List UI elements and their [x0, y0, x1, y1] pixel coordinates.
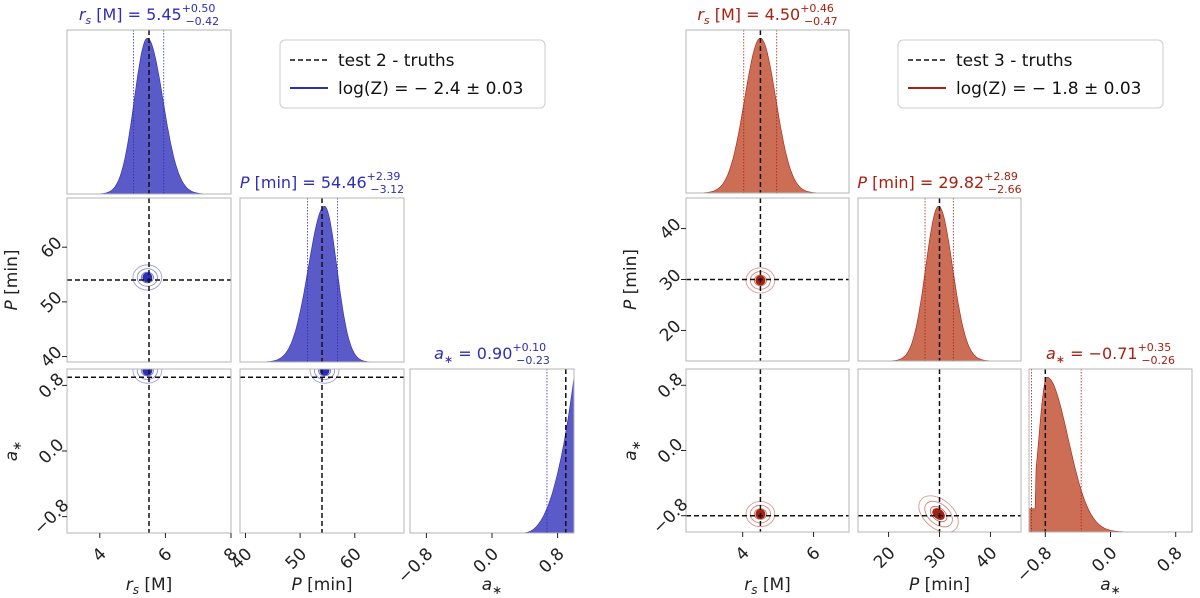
legend-evidence-label: log(Z) = − 2.4 ± 0.03 [338, 79, 523, 99]
panel-frame [239, 197, 405, 363]
panel-a-vs-rs: 4 6rs [M]−0.80.00.8a∗ [621, 368, 850, 597]
x-tick-label-P: 20 [870, 543, 899, 572]
density-contour-2 [924, 500, 953, 528]
panel-a-vs-P: 40 50 60P [min] [227, 368, 405, 595]
x-tick-label-P: 30 [921, 543, 950, 572]
x-tick-label-rs: 4 [89, 544, 111, 566]
x-tick-label-P: 50 [282, 544, 311, 573]
density-contour-1 [309, 369, 340, 384]
density-contour-3 [753, 274, 767, 287]
x-axis-label-rs: rs [M] [744, 575, 791, 597]
panel-P-vs-rs: 20 30 40 P [min] [621, 197, 850, 362]
panel-frame [239, 368, 405, 534]
x-axis-label-rs: rs [M] [126, 575, 173, 597]
y-axis-label-P: P [min] [621, 249, 641, 310]
x-axis-label-P: P [min] [909, 575, 970, 595]
density-contour-2 [136, 369, 158, 380]
panel-a-vs-P: 20 30 40P [min] [857, 368, 1022, 595]
legend-evidence-label: log(Z) = − 1.8 ± 0.03 [956, 79, 1141, 99]
y-axis-label-a: a∗ [2, 441, 24, 461]
y-tick-label-a: 0.0 [654, 435, 687, 468]
density-contour-2 [136, 268, 158, 287]
density-contour-1 [132, 264, 163, 291]
legend-truths-label: test 2 - truths [338, 51, 455, 71]
posterior-title-P: P [min] = 54.46+2.39 −3.12 [240, 170, 404, 196]
y-axis-label-a: a∗ [621, 440, 643, 460]
density-contour-3 [140, 369, 154, 377]
y-tick-label-P: 60 [37, 233, 66, 262]
x-tick-label-rs: 6 [155, 544, 177, 566]
x-axis-label-P: P [min] [292, 575, 353, 595]
posterior-title-a: a∗ = −0.71+0.35 −0.26 [1046, 341, 1175, 367]
density-peak [319, 369, 330, 376]
posterior-title-rs: rs [M] = 4.50+0.46 −0.47 [697, 2, 837, 28]
posterior-title-a: a∗ = 0.90+0.10 −0.23 [434, 341, 550, 367]
density-contour-1 [918, 495, 959, 532]
density-contour-1 [745, 267, 776, 294]
x-tick-label-a: 0.0 [1088, 543, 1121, 576]
panel-frame [857, 197, 1022, 362]
y-tick-label-P: 40 [656, 215, 685, 244]
y-tick-label-P: 30 [656, 265, 685, 294]
panel-a-vs-a: a∗ = −0.71+0.35 −0.26 −0.8 0.0 0.8 a∗ [1013, 341, 1193, 597]
density-peak [142, 272, 153, 283]
panel-rs-vs-rs: rs [M] = 5.45+0.50 −0.42 [66, 2, 232, 195]
x-tick-label-P: 40 [972, 543, 1001, 572]
x-tick-label-rs: 4 [732, 543, 754, 565]
panel-frame [66, 29, 232, 195]
panel-a-vs-rs: 4 6 8rs [M]−0.80.00.8a∗ [2, 368, 242, 597]
y-axis-label-P: P [min] [2, 250, 22, 311]
legend-box [897, 39, 1164, 109]
panel-frame [685, 29, 850, 194]
legend: test 2 - truths log(Z) = − 2.4 ± 0.03 [279, 39, 546, 109]
panel-frame [66, 197, 232, 363]
marginal-histogram-a [1029, 376, 1192, 532]
y-tick-label-a: 0.0 [35, 435, 68, 468]
panel-P-vs-P: P [min] = 54.46+2.39 −3.12 [239, 170, 405, 363]
marginal-histogram-a [410, 377, 574, 533]
posterior-title-rs: rs [M] = 5.45+0.50 −0.42 [79, 2, 219, 28]
density-peak [142, 369, 153, 376]
y-tick-label-P: 20 [656, 316, 685, 345]
panel-P-vs-P: P [min] = 29.82+2.89 −2.66 [857, 170, 1022, 362]
x-tick-label-a: −0.8 [394, 544, 437, 587]
panel-rs-vs-rs: rs [M] = 4.50+0.46 −0.47 [685, 2, 850, 194]
panel-P-vs-rs: 40 50 60 P [min] [2, 197, 232, 372]
density-contour-1 [132, 369, 163, 384]
density-contour-3 [929, 505, 948, 523]
x-tick-label-rs: 6 [803, 543, 825, 565]
density-contour-3 [318, 369, 332, 377]
posterior-title-P: P [min] = 29.82+2.89 −2.66 [857, 170, 1021, 196]
marginal-histogram-rs [686, 37, 849, 193]
x-axis-label-a: a∗ [1100, 575, 1120, 597]
density-contour-3 [140, 271, 154, 284]
x-tick-label-a: 0.8 [535, 544, 568, 577]
x-tick-label-P: 60 [336, 544, 365, 573]
y-tick-label-P: 40 [37, 343, 66, 372]
density-peak [932, 508, 945, 520]
x-tick-label-a: 0.8 [1153, 543, 1186, 576]
legend-box [279, 39, 546, 109]
legend: test 3 - truths log(Z) = − 1.8 ± 0.03 [897, 39, 1164, 109]
panel-a-vs-a: a∗ = 0.90+0.10 −0.23 −0.8 0.0 0.8 a∗ [394, 341, 575, 597]
legend-truths-label: test 3 - truths [956, 51, 1073, 71]
y-tick-label-a: 0.8 [35, 369, 68, 402]
y-tick-label-a: 0.8 [654, 369, 687, 402]
x-tick-label-a: −0.8 [1013, 543, 1056, 586]
x-tick-label-a: 0.0 [470, 544, 503, 577]
density-contour-2 [313, 369, 336, 380]
y-tick-label-P: 50 [37, 288, 66, 317]
x-axis-label-a: a∗ [482, 575, 502, 597]
